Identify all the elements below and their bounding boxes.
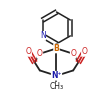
- Text: N⁺: N⁺: [51, 71, 61, 80]
- Text: N: N: [39, 31, 45, 40]
- Text: O: O: [37, 49, 42, 58]
- Text: CH₃: CH₃: [49, 82, 63, 91]
- Text: O: O: [70, 49, 75, 58]
- Text: O: O: [81, 47, 87, 56]
- Text: O: O: [25, 47, 31, 56]
- Text: B: B: [53, 44, 59, 53]
